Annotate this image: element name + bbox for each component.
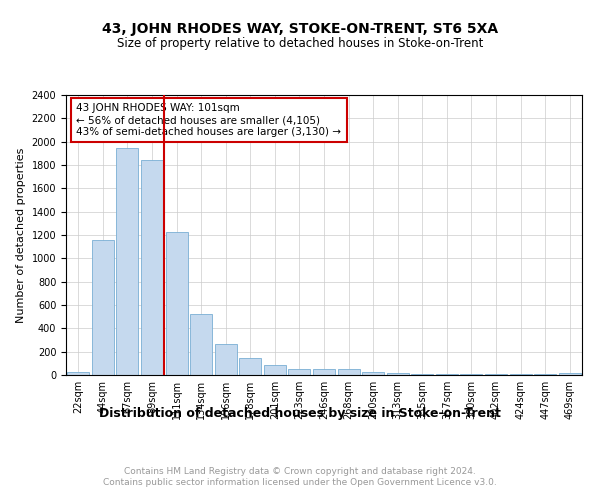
Bar [141, 160, 163, 375]
Text: 43, JOHN RHODES WAY, STOKE-ON-TRENT, ST6 5XA: 43, JOHN RHODES WAY, STOKE-ON-TRENT, ST6… [102, 22, 498, 36]
Bar [92, 240, 114, 375]
Text: 43 JOHN RHODES WAY: 101sqm
← 56% of detached houses are smaller (4,105)
43% of s: 43 JOHN RHODES WAY: 101sqm ← 56% of deta… [76, 104, 341, 136]
Text: Size of property relative to detached houses in Stoke-on-Trent: Size of property relative to detached ho… [117, 38, 483, 51]
Bar [485, 374, 507, 375]
Bar [386, 373, 409, 375]
Bar [362, 372, 384, 375]
Text: Contains HM Land Registry data © Crown copyright and database right 2024.
Contai: Contains HM Land Registry data © Crown c… [103, 468, 497, 487]
Bar [166, 232, 188, 375]
Y-axis label: Number of detached properties: Number of detached properties [16, 148, 26, 322]
Bar [239, 358, 262, 375]
Bar [67, 372, 89, 375]
Bar [116, 148, 139, 375]
Bar [559, 372, 581, 375]
Bar [264, 364, 286, 375]
Bar [436, 374, 458, 375]
Bar [411, 374, 433, 375]
Bar [509, 374, 532, 375]
Bar [215, 344, 237, 375]
Bar [289, 368, 310, 375]
Bar [313, 369, 335, 375]
Bar [460, 374, 482, 375]
Text: Distribution of detached houses by size in Stoke-on-Trent: Distribution of detached houses by size … [99, 408, 501, 420]
Bar [534, 374, 556, 375]
Bar [338, 369, 359, 375]
Bar [190, 314, 212, 375]
